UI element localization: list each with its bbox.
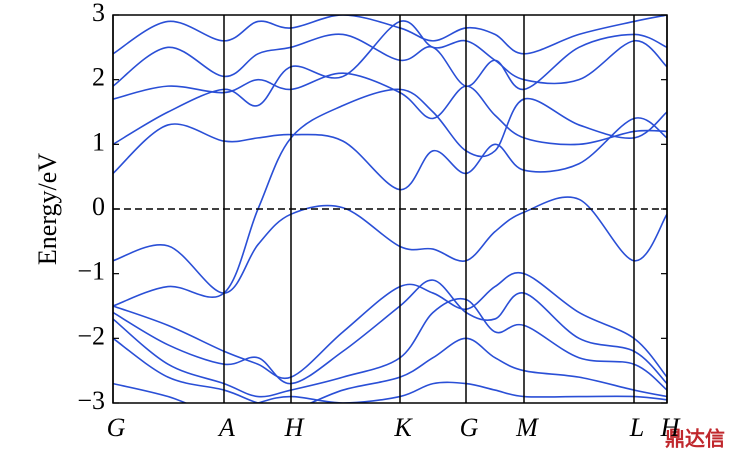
band-line — [113, 33, 667, 91]
x-tick-label: L — [629, 413, 644, 442]
band-line — [113, 381, 667, 403]
x-tick-label: K — [393, 413, 413, 442]
x-tick-label: G — [460, 413, 479, 442]
band-line — [113, 271, 667, 380]
plot-frame — [112, 14, 668, 404]
band-line — [113, 88, 667, 307]
watermark: 鼎达信 — [665, 427, 725, 451]
y-tick-label: 3 — [92, 0, 105, 27]
band-line — [113, 72, 667, 146]
x-tick-label: A — [217, 413, 235, 442]
y-tick-label: 1 — [92, 127, 105, 156]
y-tick-label: 0 — [92, 192, 105, 221]
y-tick-label: 2 — [92, 63, 105, 92]
x-tick-label: H — [284, 413, 305, 442]
band-line — [113, 15, 667, 55]
band-line — [113, 117, 667, 191]
x-tick-label: M — [515, 413, 539, 442]
y-tick-label: −2 — [77, 321, 105, 350]
plot-area — [113, 15, 667, 403]
y-axis-label: Energy/eV — [33, 153, 62, 265]
band-line — [113, 196, 667, 294]
x-tick-label: G — [107, 413, 126, 442]
x-tick-label: H — [660, 413, 681, 442]
band-line — [113, 279, 667, 385]
band-line — [113, 20, 667, 146]
y-tick-label: −3 — [77, 386, 105, 415]
y-tick-label: −1 — [77, 257, 105, 286]
